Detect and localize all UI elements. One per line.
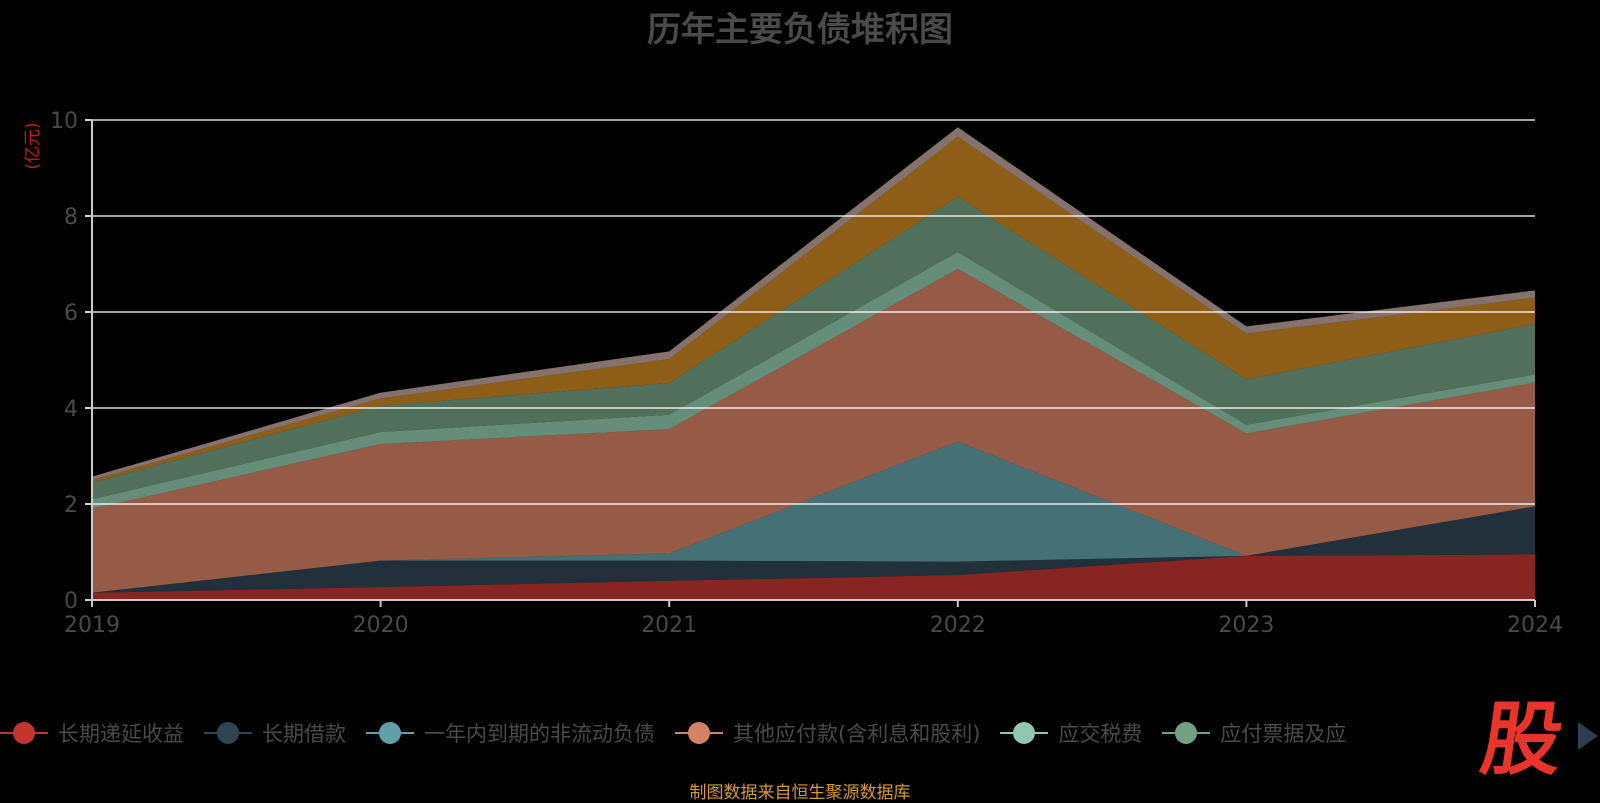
legend-item[interactable]: 一年内到期的非流动负债 [366, 718, 655, 748]
legend-label: 长期递延收益 [58, 722, 184, 746]
area-7 [92, 136, 1535, 483]
y-tick-label: 0 [64, 589, 78, 614]
x-tick-label: 2020 [353, 613, 409, 638]
x-tick-label: 2024 [1507, 613, 1563, 638]
legend-label: 应付票据及应 [1220, 722, 1347, 746]
legend-item[interactable]: 应交税费 [1000, 718, 1142, 748]
legend-label: 应交税费 [1058, 722, 1143, 746]
chart-title: 历年主要负债堆积图 [647, 10, 953, 50]
legend-marker-icon [0, 721, 48, 745]
area-6 [92, 196, 1535, 500]
logo: 股 [1475, 693, 1569, 786]
area-4 [92, 268, 1535, 593]
area-3 [92, 441, 1535, 593]
data-source-note: 制图数据来自恒生聚源数据库 [689, 783, 911, 803]
legend-marker-icon [675, 721, 723, 745]
y-tick-label: 10 [50, 109, 78, 134]
y-axis-label: (亿元) [23, 122, 43, 169]
legend-label: 其他应付款(含利息和股利) [733, 722, 981, 746]
area-layers [92, 127, 1535, 600]
legend: 长期递延收益 长期借款 一年内到期的非流动负债 其他应付款(含利息和股利) 应交税费 应付… [0, 713, 1485, 753]
legend-marker-icon [366, 721, 414, 745]
y-tick-label: 6 [64, 301, 78, 326]
area-2 [92, 506, 1535, 593]
y-tick-label: 2 [64, 493, 78, 518]
grid-lines [92, 119, 1535, 505]
area-1 [92, 554, 1535, 600]
legend-marker-icon [204, 721, 252, 745]
legend-item[interactable]: 其他应付款(含利息和股利) [675, 718, 980, 748]
x-tick-label: 2022 [930, 613, 986, 638]
legend-next-page-icon[interactable] [1578, 722, 1598, 750]
y-tick-label: 4 [64, 397, 78, 422]
legend-label: 长期借款 [262, 722, 346, 746]
axes: 0 2 4 6 8 10 2019 2020 2021 2022 2023 2024 [50, 109, 1563, 638]
y-tick-label: 8 [64, 205, 78, 230]
x-tick-label: 2023 [1218, 613, 1274, 638]
legend-marker-icon [1162, 721, 1211, 745]
legend-marker-icon [1000, 721, 1049, 745]
x-tick-label: 2021 [641, 613, 697, 638]
legend-label: 一年内到期的非流动负债 [424, 722, 655, 746]
legend-item[interactable]: 应付票据及应 [1162, 718, 1346, 748]
legend-item[interactable]: 长期借款 [204, 718, 346, 748]
x-tick-label: 2019 [64, 613, 120, 638]
stacked-area-chart: 0 2 4 6 8 10 2019 2020 2021 2022 2023 2024 (亿元) [23, 109, 1563, 638]
legend-item[interactable]: 长期递延收益 [0, 718, 184, 748]
